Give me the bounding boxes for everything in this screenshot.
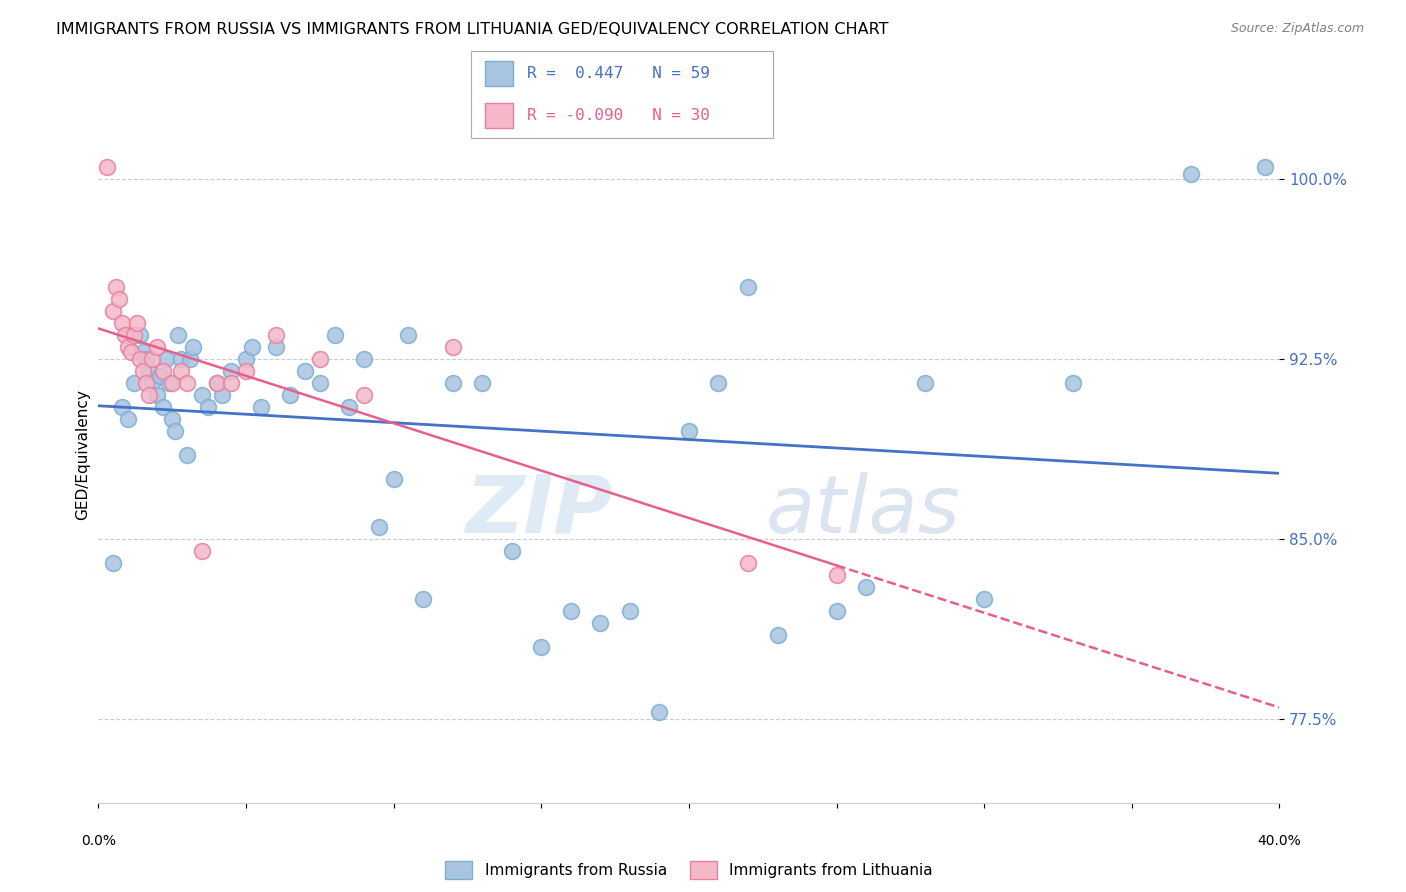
Point bbox=[737, 280, 759, 294]
Point bbox=[250, 400, 273, 414]
Point bbox=[648, 705, 671, 719]
Point bbox=[1254, 160, 1277, 174]
Point bbox=[114, 328, 136, 343]
Point bbox=[441, 340, 464, 354]
Point bbox=[219, 376, 243, 390]
Point bbox=[825, 567, 848, 582]
Point bbox=[146, 340, 169, 354]
Point bbox=[382, 472, 405, 486]
Point bbox=[211, 388, 233, 402]
Point bbox=[135, 351, 157, 366]
Point bbox=[176, 448, 198, 462]
Point bbox=[309, 351, 332, 366]
Point bbox=[135, 376, 157, 390]
Point bbox=[122, 328, 145, 343]
Point bbox=[155, 351, 177, 366]
Point bbox=[235, 351, 257, 366]
Text: 40.0%: 40.0% bbox=[1257, 834, 1302, 848]
Point bbox=[176, 376, 198, 390]
Point bbox=[766, 628, 789, 642]
Point bbox=[501, 544, 523, 558]
Point bbox=[162, 412, 183, 426]
Point bbox=[108, 292, 131, 306]
Point bbox=[111, 316, 134, 330]
Point bbox=[191, 388, 214, 402]
Point bbox=[855, 580, 877, 594]
Point bbox=[530, 640, 553, 654]
Point bbox=[205, 376, 228, 390]
Point bbox=[589, 615, 612, 630]
Point bbox=[368, 520, 391, 534]
Point bbox=[122, 376, 145, 390]
Point bbox=[205, 376, 228, 390]
Point bbox=[309, 376, 332, 390]
Point bbox=[197, 400, 219, 414]
Point bbox=[1062, 376, 1084, 390]
Legend: Immigrants from Russia, Immigrants from Lithuania: Immigrants from Russia, Immigrants from … bbox=[439, 855, 939, 886]
Point bbox=[105, 280, 128, 294]
Point bbox=[264, 328, 287, 343]
Text: 0.0%: 0.0% bbox=[82, 834, 115, 848]
Point bbox=[120, 344, 142, 359]
Point bbox=[146, 388, 169, 402]
Point bbox=[125, 316, 148, 330]
Point bbox=[973, 591, 995, 606]
Point bbox=[128, 351, 150, 366]
Point bbox=[337, 400, 360, 414]
Point bbox=[235, 364, 257, 378]
Point bbox=[132, 344, 155, 359]
Point bbox=[294, 364, 316, 378]
Point bbox=[179, 351, 201, 366]
Point bbox=[141, 351, 163, 366]
Point bbox=[170, 364, 193, 378]
Point bbox=[471, 376, 494, 390]
Point bbox=[737, 556, 759, 570]
Point bbox=[132, 364, 155, 378]
Point bbox=[219, 364, 243, 378]
Text: R =  0.447   N = 59: R = 0.447 N = 59 bbox=[527, 66, 710, 81]
Point bbox=[707, 376, 730, 390]
Text: ZIP: ZIP bbox=[465, 472, 612, 549]
Point bbox=[1180, 167, 1202, 181]
Point bbox=[141, 376, 163, 390]
Point bbox=[181, 340, 204, 354]
Text: R = -0.090   N = 30: R = -0.090 N = 30 bbox=[527, 108, 710, 123]
Point bbox=[278, 388, 302, 402]
Point bbox=[138, 364, 160, 378]
Point bbox=[170, 351, 193, 366]
Point bbox=[149, 368, 172, 383]
Point bbox=[152, 400, 174, 414]
Point bbox=[117, 412, 139, 426]
Point bbox=[560, 604, 582, 618]
Point bbox=[96, 160, 118, 174]
Point bbox=[165, 424, 187, 438]
Point bbox=[323, 328, 346, 343]
Point bbox=[353, 351, 375, 366]
Y-axis label: GED/Equivalency: GED/Equivalency bbox=[75, 390, 90, 520]
Point bbox=[240, 340, 263, 354]
Point bbox=[128, 328, 150, 343]
Point bbox=[191, 544, 214, 558]
Text: atlas: atlas bbox=[766, 472, 960, 549]
Point bbox=[117, 340, 139, 354]
Point bbox=[825, 604, 848, 618]
Text: Source: ZipAtlas.com: Source: ZipAtlas.com bbox=[1230, 22, 1364, 36]
Point bbox=[441, 376, 464, 390]
Text: IMMIGRANTS FROM RUSSIA VS IMMIGRANTS FROM LITHUANIA GED/EQUIVALENCY CORRELATION : IMMIGRANTS FROM RUSSIA VS IMMIGRANTS FRO… bbox=[56, 22, 889, 37]
Point bbox=[152, 364, 174, 378]
Point bbox=[138, 388, 160, 402]
Point bbox=[619, 604, 641, 618]
Point bbox=[157, 376, 180, 390]
Point bbox=[396, 328, 419, 343]
Point bbox=[412, 591, 434, 606]
Point bbox=[103, 304, 125, 318]
Point bbox=[353, 388, 375, 402]
Point bbox=[111, 400, 134, 414]
Point bbox=[162, 376, 183, 390]
Point bbox=[103, 556, 125, 570]
Point bbox=[678, 424, 700, 438]
Point bbox=[167, 328, 190, 343]
Point bbox=[914, 376, 936, 390]
Point bbox=[264, 340, 287, 354]
